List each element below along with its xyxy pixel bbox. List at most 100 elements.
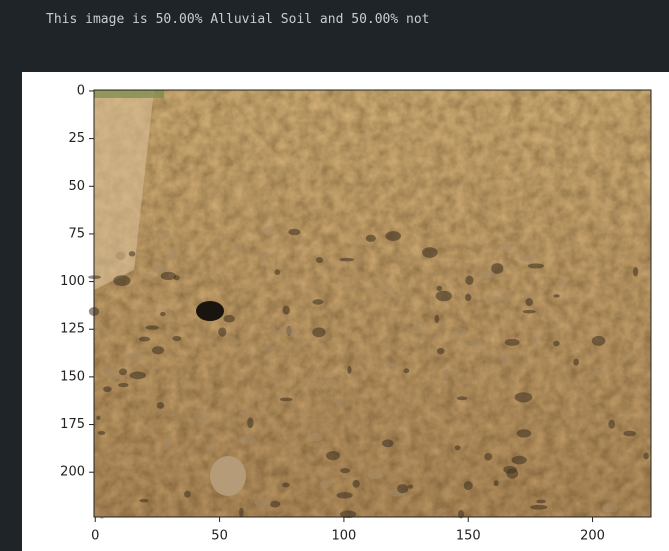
soil-clod bbox=[558, 278, 566, 287]
soil-image bbox=[94, 90, 651, 517]
soil-clod bbox=[139, 337, 150, 342]
soil-clod bbox=[443, 369, 449, 379]
x-tick-label: 150 bbox=[456, 529, 481, 544]
soil-clod bbox=[643, 453, 649, 460]
soil-clod bbox=[436, 291, 452, 302]
soil-clod bbox=[517, 429, 531, 438]
y-tick-label: 175 bbox=[60, 417, 85, 432]
soil-clod bbox=[553, 341, 559, 347]
grass-edge bbox=[94, 90, 164, 98]
soil-clod bbox=[275, 269, 281, 275]
soil-clod bbox=[522, 292, 536, 297]
soil-clod bbox=[94, 507, 99, 515]
chart: 0501001502000255075100125150175200 bbox=[0, 0, 669, 551]
soil-clod bbox=[161, 272, 176, 280]
soil-clod bbox=[162, 231, 171, 238]
dark-hole bbox=[196, 301, 224, 321]
soil-clod bbox=[394, 295, 403, 299]
soil-clod bbox=[340, 468, 350, 473]
soil-clod bbox=[515, 392, 533, 402]
soil-clod bbox=[413, 324, 422, 334]
soil-clod bbox=[633, 267, 638, 277]
soil-clod bbox=[326, 451, 340, 460]
soil-clod bbox=[603, 418, 608, 423]
soil-clod bbox=[501, 354, 510, 364]
soil-clod bbox=[164, 439, 172, 448]
soil-clod bbox=[437, 508, 444, 513]
soil-clod bbox=[266, 226, 274, 236]
soil-clod bbox=[602, 503, 618, 512]
soil-clod bbox=[270, 326, 276, 336]
y-tick-label: 0 bbox=[77, 83, 85, 98]
soil-clod bbox=[484, 453, 492, 461]
soil-clod bbox=[361, 299, 366, 303]
soil-clod bbox=[623, 431, 636, 437]
y-tick-label: 50 bbox=[68, 179, 85, 194]
soil-clod bbox=[224, 315, 235, 323]
soil-clod bbox=[312, 327, 325, 337]
soil-clod bbox=[530, 505, 547, 510]
soil-clod bbox=[172, 336, 181, 341]
soil-clod bbox=[259, 251, 269, 259]
soil-clod bbox=[119, 368, 127, 375]
soil-clod bbox=[195, 414, 210, 423]
soil-clod bbox=[339, 258, 354, 262]
soil-clod bbox=[494, 480, 499, 486]
soil-clod bbox=[146, 325, 160, 329]
soil-clod bbox=[421, 305, 425, 310]
soil-clod bbox=[312, 299, 323, 305]
soil-clod bbox=[129, 251, 136, 256]
soil-clod bbox=[229, 336, 237, 346]
soil-clod bbox=[608, 420, 615, 429]
soil-clod bbox=[278, 326, 296, 336]
soil-clod bbox=[422, 247, 438, 258]
soil-clod bbox=[366, 235, 376, 242]
soil-clod bbox=[386, 363, 399, 367]
soil-clod bbox=[592, 370, 605, 377]
soil-clod bbox=[334, 399, 343, 406]
soil-clod bbox=[139, 499, 148, 503]
soil-clod bbox=[408, 484, 413, 488]
soil-clod bbox=[465, 276, 473, 285]
soil-clod bbox=[157, 402, 165, 409]
soil-clod bbox=[113, 275, 130, 286]
soil-clod bbox=[98, 431, 105, 435]
y-tick-label: 150 bbox=[60, 369, 85, 384]
soil-clod bbox=[337, 492, 353, 499]
soil-clod bbox=[502, 292, 510, 302]
soil-clod bbox=[528, 263, 545, 268]
soil-clod bbox=[385, 231, 401, 241]
y-tick-label: 125 bbox=[60, 322, 85, 337]
soil-clod bbox=[536, 500, 546, 504]
soil-clod bbox=[465, 294, 471, 301]
soil-clod bbox=[519, 255, 536, 261]
soil-clod bbox=[382, 439, 393, 447]
soil-clod bbox=[178, 311, 184, 316]
soil-clod bbox=[104, 368, 116, 377]
y-tick-label: 75 bbox=[68, 226, 85, 241]
soil-clod bbox=[185, 476, 189, 486]
page: This image is 50.00% Alluvial Soil and 5… bbox=[0, 0, 669, 551]
soil-clod bbox=[206, 444, 215, 453]
x-tick-label: 50 bbox=[211, 529, 228, 544]
y-tick-label: 100 bbox=[60, 274, 85, 289]
soil-clod bbox=[525, 298, 533, 306]
soil-clod bbox=[288, 229, 300, 236]
soil-clod bbox=[141, 274, 153, 280]
soil-clod bbox=[457, 396, 468, 400]
soil-clod bbox=[130, 371, 146, 379]
soil-clod bbox=[531, 335, 537, 344]
x-tick-label: 0 bbox=[91, 529, 99, 544]
soil-clod bbox=[503, 466, 517, 474]
stone bbox=[210, 456, 246, 496]
soil-clod bbox=[353, 480, 360, 488]
soil-clod bbox=[307, 433, 323, 442]
soil-clod bbox=[118, 383, 128, 387]
soil-clod bbox=[553, 294, 559, 297]
soil-clod bbox=[404, 368, 410, 373]
soil-clod bbox=[239, 412, 248, 416]
soil-clod bbox=[347, 366, 351, 374]
soil-clod bbox=[232, 243, 243, 250]
soil-clod bbox=[434, 315, 439, 323]
soil-clod bbox=[437, 286, 443, 291]
